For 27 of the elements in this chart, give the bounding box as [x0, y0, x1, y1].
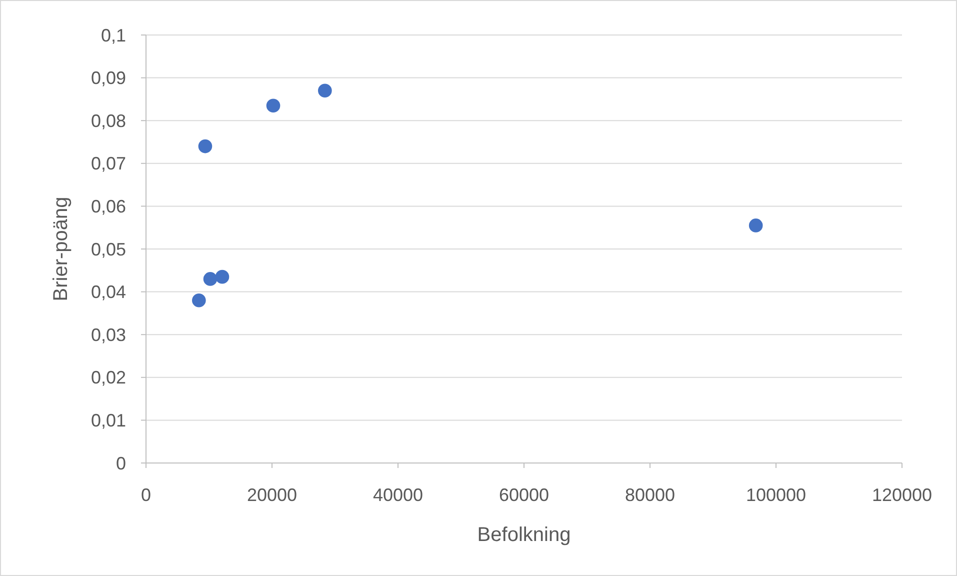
x-tick-label: 20000 [246, 485, 298, 505]
y-tick-label: 0,1 [100, 25, 126, 46]
x-axis-title: Befolkning [477, 524, 571, 546]
point [215, 270, 230, 284]
point [192, 293, 206, 308]
point [203, 272, 218, 286]
x-tick-label: 80000 [624, 485, 676, 505]
point [748, 218, 763, 232]
y-tick-label: 0,02 [90, 368, 126, 388]
x-tick-label: 100000 [746, 485, 806, 505]
point [318, 84, 332, 98]
y-tick-label: 0,09 [90, 68, 126, 88]
x-tick-label: 40000 [372, 485, 424, 505]
x-tick-label: 60000 [498, 485, 550, 505]
point [266, 98, 280, 113]
y-tick-label: 0,05 [90, 239, 126, 260]
y-tick-label: 0,03 [90, 324, 126, 345]
x-tick-label: 0 [140, 485, 152, 505]
point [198, 139, 212, 154]
y-tick-label: 0,08 [90, 110, 126, 131]
x-tick-label: 120000 [872, 485, 932, 505]
y-tick-label: 0,07 [90, 154, 126, 174]
y-tick-label: 0,01 [90, 410, 126, 430]
y-tick-label: 0 [116, 453, 126, 474]
y-tick-label: 0,04 [90, 282, 126, 302]
y-tick-label: 0,06 [90, 196, 126, 216]
y-axis-title: Brier-poäng [50, 196, 72, 302]
